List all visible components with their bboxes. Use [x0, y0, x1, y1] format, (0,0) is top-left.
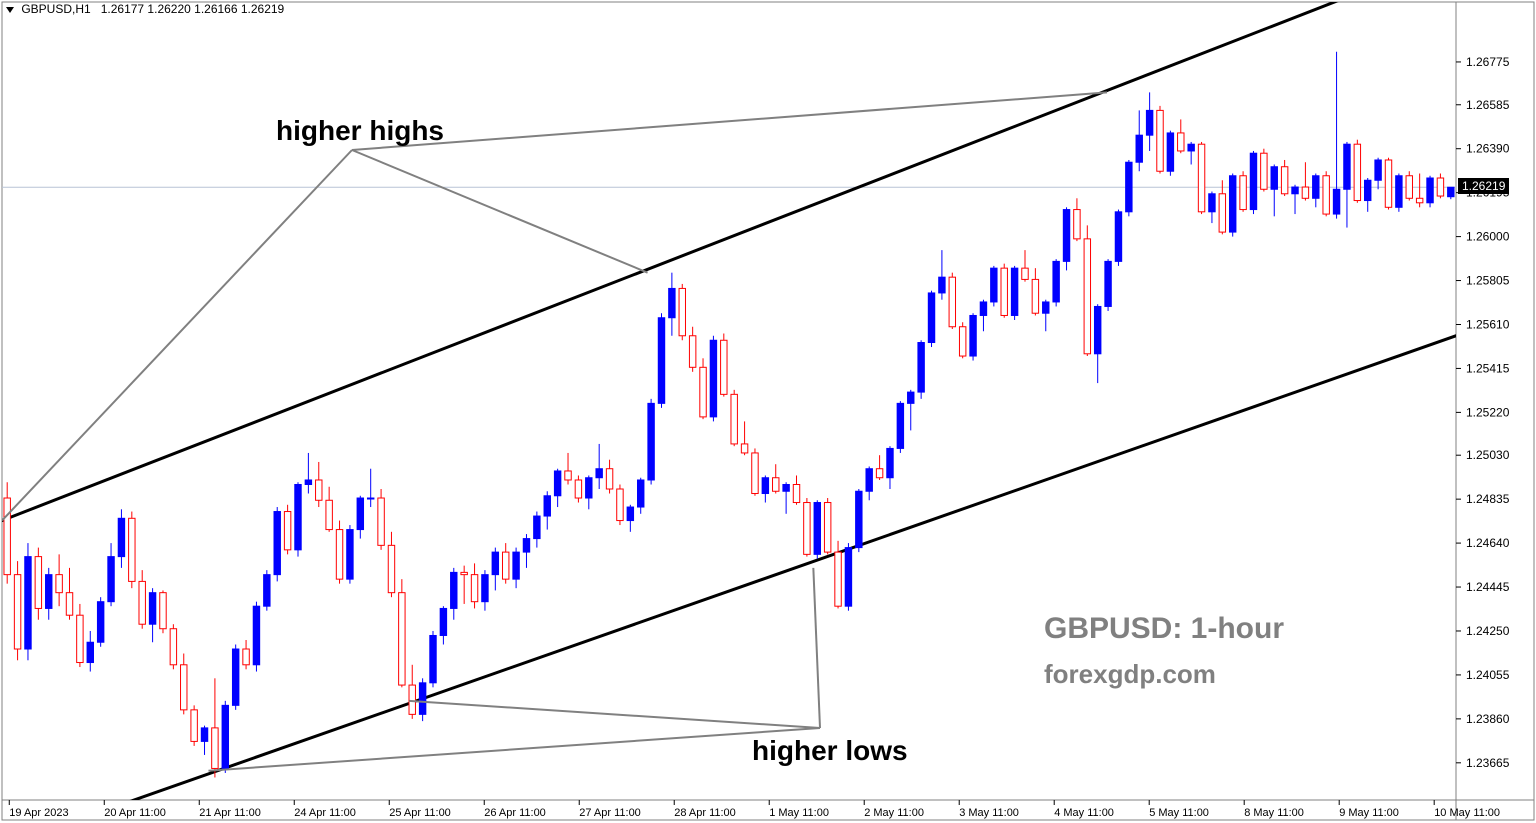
svg-text:1.23860: 1.23860 — [1466, 712, 1510, 726]
ohlc-label: 1.26177 1.26220 1.26166 1.26219 — [101, 2, 285, 16]
svg-text:10 May 11:00: 10 May 11:00 — [1434, 807, 1500, 819]
svg-text:24 Apr 11:00: 24 Apr 11:00 — [294, 807, 356, 819]
annotation-higher-lows: higher lows — [752, 735, 908, 767]
svg-text:8 May 11:00: 8 May 11:00 — [1244, 807, 1304, 819]
current-price-tag: 1.26219 — [1458, 178, 1509, 194]
svg-text:5 May 11:00: 5 May 11:00 — [1149, 807, 1209, 819]
svg-text:1.24445: 1.24445 — [1466, 580, 1510, 594]
symbol-label: GBPUSD,H1 — [21, 2, 90, 16]
chart-title: GBPUSD,H1 1.26177 1.26220 1.26166 1.2621… — [6, 2, 284, 16]
svg-text:1.24640: 1.24640 — [1466, 536, 1510, 550]
svg-text:19 Apr 2023: 19 Apr 2023 — [9, 807, 68, 819]
svg-text:3 May 11:00: 3 May 11:00 — [959, 807, 1019, 819]
svg-text:1.24835: 1.24835 — [1466, 492, 1510, 506]
svg-text:1.26585: 1.26585 — [1466, 98, 1510, 112]
svg-text:1.24250: 1.24250 — [1466, 624, 1510, 638]
svg-text:1.23665: 1.23665 — [1466, 756, 1510, 770]
svg-text:21 Apr 11:00: 21 Apr 11:00 — [199, 807, 261, 819]
svg-text:1.25415: 1.25415 — [1466, 361, 1510, 375]
svg-text:9 May 11:00: 9 May 11:00 — [1339, 807, 1399, 819]
svg-text:2 May 11:00: 2 May 11:00 — [864, 807, 924, 819]
annotation-higher-highs: higher highs — [276, 115, 444, 147]
svg-text:4 May 11:00: 4 May 11:00 — [1054, 807, 1114, 819]
svg-text:1.25220: 1.25220 — [1466, 405, 1510, 419]
price-chart[interactable]: 1.23665 1.23860 1.24055 1.24250 1.24445 1.246… — [0, 0, 1536, 823]
svg-text:1.25030: 1.25030 — [1466, 448, 1510, 462]
svg-text:1.26000: 1.26000 — [1466, 230, 1510, 244]
svg-text:1.25805: 1.25805 — [1466, 274, 1510, 288]
watermark: GBPUSD: 1-hour forexgdp.com — [1044, 608, 1284, 692]
dropdown-icon[interactable] — [6, 7, 14, 13]
svg-text:28 Apr 11:00: 28 Apr 11:00 — [674, 807, 736, 819]
svg-text:1 May 11:00: 1 May 11:00 — [769, 807, 829, 819]
svg-text:1.26390: 1.26390 — [1466, 142, 1510, 156]
svg-text:25 Apr 11:00: 25 Apr 11:00 — [389, 807, 451, 819]
watermark-title: GBPUSD: 1-hour — [1044, 612, 1284, 645]
svg-text:26 Apr 11:00: 26 Apr 11:00 — [484, 807, 546, 819]
svg-text:27 Apr 11:00: 27 Apr 11:00 — [579, 807, 641, 819]
svg-text:20 Apr 11:00: 20 Apr 11:00 — [104, 807, 166, 819]
watermark-source: forexgdp.com — [1044, 656, 1284, 692]
svg-text:1.26775: 1.26775 — [1466, 55, 1510, 69]
svg-text:1.25610: 1.25610 — [1466, 317, 1510, 331]
svg-text:1.24055: 1.24055 — [1466, 668, 1510, 682]
